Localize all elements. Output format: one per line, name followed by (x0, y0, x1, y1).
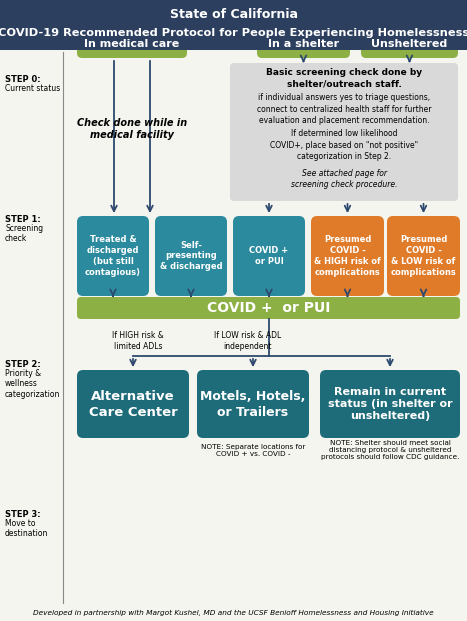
Text: NOTE: Separate locations for
COVID + vs. COVID -: NOTE: Separate locations for COVID + vs.… (201, 443, 305, 456)
Text: Presumed
COVID -
& LOW risk of
complications: Presumed COVID - & LOW risk of complicat… (390, 235, 456, 276)
Text: COVID-19 Recommended Protocol for People Experiencing Homelessness: COVID-19 Recommended Protocol for People… (0, 28, 467, 38)
FancyBboxPatch shape (387, 216, 460, 296)
Text: If LOW risk & ADL
independent: If LOW risk & ADL independent (214, 331, 282, 351)
FancyBboxPatch shape (320, 370, 460, 438)
Text: Presumed
COVID -
& HIGH risk of
complications: Presumed COVID - & HIGH risk of complica… (314, 235, 381, 276)
Text: Basic screening check done by
shelter/outreach staff.: Basic screening check done by shelter/ou… (266, 68, 422, 88)
FancyBboxPatch shape (230, 63, 458, 201)
Text: if individual answers yes to triage questions,
connect to centralized health sta: if individual answers yes to triage ques… (257, 93, 431, 125)
Text: In a shelter: In a shelter (268, 39, 339, 49)
FancyBboxPatch shape (233, 216, 305, 296)
Text: Check done while in
medical facility: Check done while in medical facility (77, 118, 187, 140)
Text: Current status: Current status (5, 84, 60, 93)
FancyBboxPatch shape (257, 30, 350, 58)
Text: If HIGH risk &
limited ADLs: If HIGH risk & limited ADLs (112, 331, 164, 351)
Text: Priority &
wellness
categorization: Priority & wellness categorization (5, 369, 60, 399)
FancyBboxPatch shape (0, 0, 467, 50)
FancyBboxPatch shape (77, 370, 189, 438)
Text: NOTE: Shelter should meet social
distancing protocol & unsheltered
protocols sho: NOTE: Shelter should meet social distanc… (321, 440, 459, 460)
Text: STEP 3:: STEP 3: (5, 510, 41, 519)
FancyBboxPatch shape (155, 216, 227, 296)
FancyBboxPatch shape (77, 216, 149, 296)
Text: Treated &
discharged
(but still
contagious): Treated & discharged (but still contagio… (85, 235, 141, 276)
Text: See attached page for
screening check procedure.: See attached page for screening check pr… (291, 169, 397, 189)
FancyBboxPatch shape (77, 297, 460, 319)
Text: Self-
presenting
& discharged: Self- presenting & discharged (160, 241, 222, 271)
Text: Remain in current
status (in shelter or
unsheltered): Remain in current status (in shelter or … (328, 387, 453, 422)
FancyBboxPatch shape (311, 216, 384, 296)
Text: Alternative
Care Center: Alternative Care Center (89, 389, 177, 419)
Text: Unsheltered: Unsheltered (371, 39, 448, 49)
Text: Screening
check: Screening check (5, 224, 43, 243)
Text: If determined low likelihood
COVID+, place based on "not positive"
categorizatio: If determined low likelihood COVID+, pla… (270, 129, 418, 161)
FancyBboxPatch shape (361, 30, 458, 58)
Text: Developed in partnership with Margot Kushel, MD and the UCSF Benioff Homelessnes: Developed in partnership with Margot Kus… (33, 610, 434, 616)
Text: COVID +
or PUI: COVID + or PUI (249, 246, 289, 266)
FancyBboxPatch shape (197, 370, 309, 438)
Text: Move to
destination: Move to destination (5, 519, 49, 538)
Text: STEP 1:: STEP 1: (5, 215, 41, 224)
Text: State of California: State of California (170, 7, 297, 20)
FancyBboxPatch shape (77, 30, 187, 58)
Text: Motels, Hotels,
or Trailers: Motels, Hotels, or Trailers (200, 389, 306, 419)
Text: COVID +  or PUI: COVID + or PUI (207, 301, 330, 315)
Text: STEP 2:: STEP 2: (5, 360, 41, 369)
Text: In medical care: In medical care (85, 39, 180, 49)
Text: STEP 0:: STEP 0: (5, 75, 41, 84)
